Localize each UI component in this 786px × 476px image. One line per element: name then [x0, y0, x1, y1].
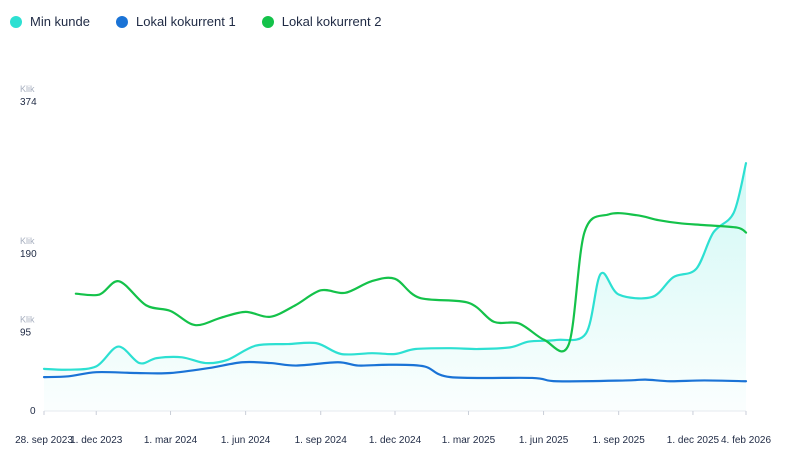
legend-label-min-kunde: Min kunde	[30, 14, 90, 29]
y-tick-unit-190: Klik	[20, 236, 35, 246]
x-tick-label-1-mar-2025: 1. mar 2025	[442, 435, 496, 446]
series-area-min-kunde	[44, 163, 746, 411]
series-line-lokal-kokurrent-1	[42, 360, 748, 383]
series-line-lokal-kokurrent-2	[74, 212, 748, 353]
x-tick-label-1-dec-2023: 1. dec 2023	[70, 435, 123, 446]
x-tick-label-1-sep-2024: 1. sep 2024	[295, 435, 348, 446]
legend-item-lokal-kokurrent-1[interactable]: Lokal kokurrent 1	[115, 14, 236, 29]
legend-dot-lokal-kokurrent-1	[115, 15, 128, 28]
chart-legend: Min kunde Lokal kokurrent 1 Lokal kokurr…	[10, 14, 381, 29]
x-tick-label-28-sep-2023: 28. sep 2023	[15, 435, 73, 446]
y-tick-label-95: 95	[20, 328, 32, 339]
legend-item-min-kunde[interactable]: Min kunde	[10, 14, 90, 29]
x-tick-label-1-dec-2024: 1. dec 2024	[369, 435, 422, 446]
x-tick-label-1-dec-2025: 1. dec 2025	[667, 435, 720, 446]
y-tick-unit-374: Klik	[20, 84, 35, 94]
legend-label-lokal-kokurrent-2: Lokal kokurrent 2	[281, 14, 382, 29]
legend-dot-min-kunde	[10, 15, 22, 28]
y-tick-label-0: 0	[30, 406, 36, 417]
series-line-min-kunde	[42, 162, 748, 371]
x-tick-label-1-mar-2024: 1. mar 2024	[144, 435, 198, 446]
legend-label-lokal-kokurrent-1: Lokal kokurrent 1	[135, 14, 236, 29]
x-tick-label-4-feb-2026: 4. feb 2026	[721, 435, 771, 446]
x-tick-label-1-jun-2025: 1. jun 2025	[519, 435, 569, 446]
x-tick-label-1-sep-2025: 1. sep 2025	[593, 435, 646, 446]
y-tick-unit-95: Klik	[20, 315, 35, 325]
y-tick-label-190: 190	[20, 249, 37, 260]
x-tick-label-1-jun-2024: 1. jun 2024	[221, 435, 271, 446]
legend-item-lokal-kokurrent-2[interactable]: Lokal kokurrent 2	[261, 14, 382, 29]
legend-dot-lokal-kokurrent-2	[261, 15, 274, 28]
y-tick-label-374: 374	[20, 97, 37, 108]
